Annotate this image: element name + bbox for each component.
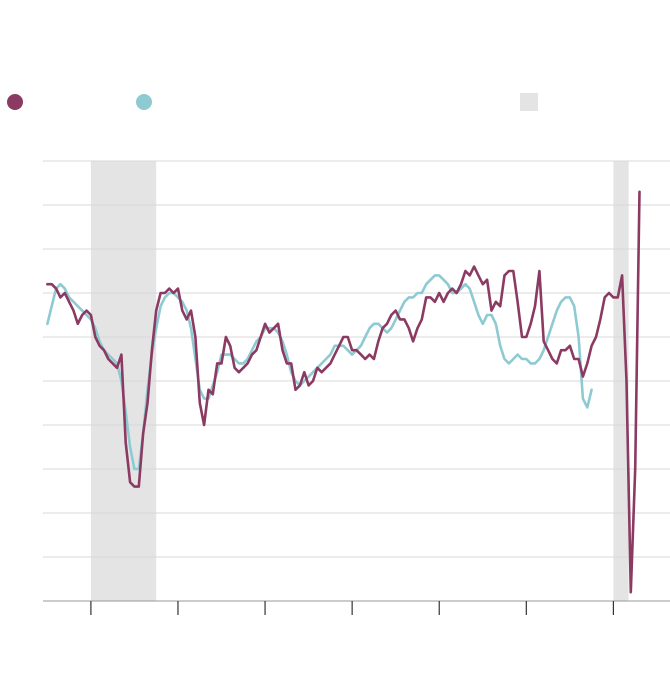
- series-line-1: [46, 190, 641, 594]
- legend-item-series-1[interactable]: [7, 90, 31, 114]
- legend-item-shaded[interactable]: [520, 90, 546, 114]
- legend-swatch-series-1: [7, 94, 23, 110]
- legend-swatch-shaded: [520, 93, 538, 111]
- series-line-2: [46, 274, 593, 471]
- legend-swatch-series-2: [136, 94, 152, 110]
- gridlines: [43, 160, 670, 602]
- legend-item-series-2[interactable]: [136, 90, 160, 114]
- x-axis: [90, 601, 614, 615]
- legend: [0, 90, 670, 114]
- series-lines: [46, 190, 641, 594]
